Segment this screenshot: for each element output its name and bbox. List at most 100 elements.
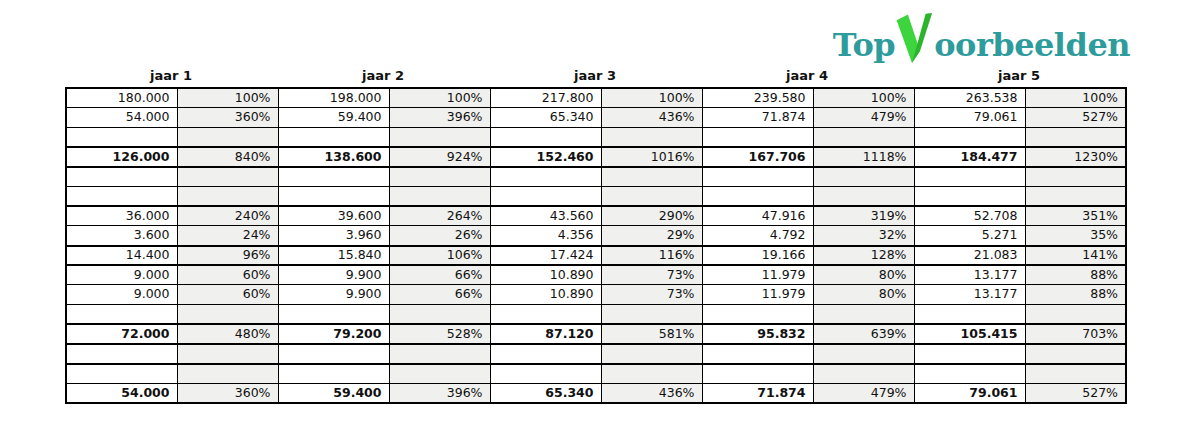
percent-cell [177,305,278,325]
value-cell: 5.271 [914,226,1025,246]
value-cell [278,167,389,187]
value-cell [702,127,813,147]
value-cell: 239.580 [702,88,813,108]
percent-cell: 1118% [813,147,914,167]
percent-cell: 106% [389,246,490,266]
value-cell [914,305,1025,325]
value-cell: 19.166 [702,246,813,266]
value-cell [490,167,601,187]
percent-cell: 100% [389,88,490,108]
value-cell: 59.400 [278,383,389,403]
value-cell: 184.477 [914,147,1025,167]
percent-cell [389,305,490,325]
percent-cell [389,167,490,187]
percent-cell: 100% [177,88,278,108]
percent-cell [389,364,490,384]
percent-cell [601,167,702,187]
percent-cell [1025,127,1126,147]
percent-cell: 479% [813,383,914,403]
value-cell: 21.083 [914,246,1025,266]
value-cell: 13.177 [914,285,1025,305]
percent-cell [1025,364,1126,384]
percent-cell [177,127,278,147]
value-cell [278,127,389,147]
value-cell [66,127,177,147]
percent-cell: 703% [1025,324,1126,344]
value-cell [490,364,601,384]
value-cell [702,305,813,325]
percent-cell: 528% [389,324,490,344]
logo-text-prefix: Top [833,29,895,61]
table-row [66,344,1126,364]
percent-cell [389,186,490,206]
value-cell [914,344,1025,364]
percent-cell [177,344,278,364]
value-cell [702,344,813,364]
value-cell: 54.000 [66,108,177,128]
percent-cell: 35% [1025,226,1126,246]
percent-cell: 141% [1025,246,1126,266]
logo-text-suffix: oorbeelden [934,29,1130,61]
table-row: 9.00060%9.90066%10.89073%11.97980%13.177… [66,285,1126,305]
percent-cell: 24% [177,226,278,246]
percent-cell: 26% [389,226,490,246]
percent-cell [1025,186,1126,206]
value-cell: 17.424 [490,246,601,266]
percent-cell: 240% [177,206,278,226]
value-cell: 79.061 [914,383,1025,403]
percent-cell [813,127,914,147]
year-header-jaar-3: jaar 3 [489,66,701,87]
percent-cell: 100% [813,88,914,108]
value-cell [278,364,389,384]
table-row [66,127,1126,147]
percent-cell [177,364,278,384]
percent-cell: 396% [389,383,490,403]
value-cell: 4.792 [702,226,813,246]
percent-cell: 100% [601,88,702,108]
percent-cell [813,305,914,325]
table-row: 54.000360%59.400396%65.340436%71.874479%… [66,383,1126,403]
table-row: 9.00060%9.90066%10.89073%11.97980%13.177… [66,265,1126,285]
value-cell [490,344,601,364]
table-row [66,305,1126,325]
value-cell: 9.900 [278,285,389,305]
table-row: 126.000840%138.600924%152.4601016%167.70… [66,147,1126,167]
percent-cell: 80% [813,265,914,285]
percent-cell: 60% [177,265,278,285]
percent-cell: 88% [1025,285,1126,305]
value-cell: 217.800 [490,88,601,108]
percent-cell: 581% [601,324,702,344]
percent-cell: 436% [601,383,702,403]
percent-cell: 290% [601,206,702,226]
financial-table-section: jaar 1 jaar 2 jaar 3 jaar 4 jaar 5 180.0… [65,66,1125,404]
value-cell: 9.900 [278,265,389,285]
percent-cell: 924% [389,147,490,167]
percent-cell: 1016% [601,147,702,167]
percent-cell: 1230% [1025,147,1126,167]
percent-cell: 80% [813,285,914,305]
value-cell: 3.600 [66,226,177,246]
table-row: 3.60024%3.96026%4.35629%4.79232%5.27135% [66,226,1126,246]
value-cell: 72.000 [66,324,177,344]
table-row: 180.000100%198.000100%217.800100%239.580… [66,88,1126,108]
percent-cell [1025,344,1126,364]
percent-cell: 60% [177,285,278,305]
value-cell: 167.706 [702,147,813,167]
percent-cell [1025,167,1126,187]
value-cell [278,344,389,364]
percent-cell [1025,305,1126,325]
table-row: 36.000240%39.600264%43.560290%47.916319%… [66,206,1126,226]
percent-cell: 840% [177,147,278,167]
percent-cell [601,364,702,384]
value-cell [914,364,1025,384]
value-cell: 71.874 [702,383,813,403]
percent-cell: 128% [813,246,914,266]
value-cell: 138.600 [278,147,389,167]
value-cell [66,364,177,384]
percent-cell: 66% [389,265,490,285]
value-cell: 10.890 [490,265,601,285]
value-cell: 198.000 [278,88,389,108]
value-cell: 71.874 [702,108,813,128]
percent-cell: 88% [1025,265,1126,285]
value-cell: 14.400 [66,246,177,266]
